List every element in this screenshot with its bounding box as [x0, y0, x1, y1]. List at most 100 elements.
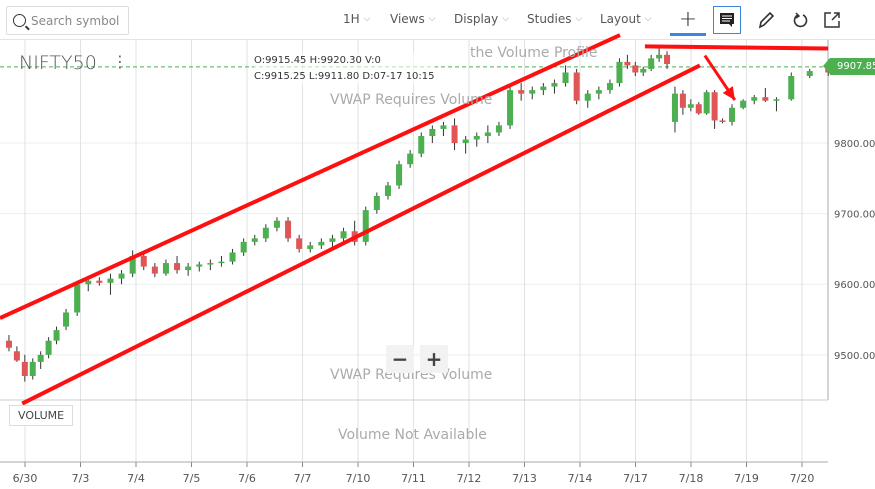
candle-body: [624, 61, 631, 66]
candle-body: [296, 238, 303, 249]
x-tick-label: 7/10: [346, 472, 371, 485]
x-tick-label: 7/6: [238, 472, 256, 485]
candle-body: [53, 330, 60, 341]
y-tick-label: 9500.00: [834, 351, 875, 362]
candle-body: [273, 220, 280, 228]
search-box[interactable]: [6, 6, 129, 35]
trendline-drawing: [21, 63, 701, 406]
candle-body: [118, 273, 125, 279]
date-value: D:07-17 10:15: [362, 71, 435, 82]
candle-body: [140, 256, 147, 267]
candle-body: [762, 97, 769, 101]
candle-body: [648, 58, 655, 69]
chevron-down-icon: ⌵: [428, 14, 436, 24]
candle-body: [806, 71, 813, 76]
candle-body: [473, 136, 480, 140]
search-input[interactable]: [31, 13, 123, 28]
pencil-icon: [758, 11, 775, 29]
share-button[interactable]: [818, 6, 846, 34]
display-menu[interactable]: Display ⌵: [454, 12, 509, 26]
share-icon: [824, 12, 840, 28]
candle-body: [362, 210, 369, 242]
candle-body: [551, 83, 558, 87]
interval-menu[interactable]: 1H ⌵: [343, 12, 371, 26]
candle-body: [396, 164, 403, 186]
chevron-down-icon: ⌵: [363, 14, 371, 24]
candle-body: [495, 125, 502, 133]
candle-body: [13, 351, 20, 361]
candle-body: [318, 241, 325, 246]
volume-panel-label[interactable]: VOLUME: [9, 405, 74, 426]
x-tick-label: 7/3: [72, 472, 90, 485]
symbol-name: NIFTY50: [19, 52, 97, 74]
candle-body: [562, 72, 569, 84]
candle-body: [616, 61, 623, 84]
chevron-down-icon: ⌵: [644, 14, 652, 24]
candle-body: [484, 132, 491, 136]
candle-body: [251, 238, 258, 242]
comment-button[interactable]: [713, 6, 741, 34]
candle-body: [285, 220, 292, 239]
layout-menu[interactable]: Layout ⌵: [600, 12, 652, 26]
candle-body: [45, 340, 52, 355]
candle-body: [462, 139, 469, 144]
symbol-menu-icon[interactable]: ⋮: [112, 52, 128, 71]
studies-menu[interactable]: Studies ⌵: [527, 12, 582, 26]
candle-body: [107, 278, 114, 283]
candle-body: [773, 99, 780, 101]
zoom-out-button[interactable]: −: [386, 345, 414, 373]
candle-body: [632, 65, 639, 73]
candle-body: [307, 245, 314, 249]
candle-body: [262, 227, 269, 239]
candle-body: [703, 92, 710, 114]
candle-body: [37, 354, 44, 362]
views-label: Views: [390, 12, 425, 26]
draw-button[interactable]: [752, 6, 780, 34]
high-value: H:9920.30: [309, 55, 362, 66]
candle-body: [218, 261, 225, 264]
vwap-message-lower: VWAP Requires Volume: [330, 367, 493, 383]
volume-value: V:0: [365, 55, 381, 66]
crosshair-button[interactable]: +: [670, 6, 706, 36]
x-tick-label: 7/5: [183, 472, 201, 485]
candle-body: [440, 125, 447, 129]
candle-body: [162, 263, 169, 274]
candle-body: [340, 231, 347, 239]
candle-body: [695, 104, 702, 114]
candle-body: [451, 125, 458, 144]
undo-button[interactable]: [786, 6, 814, 34]
candle-body: [21, 361, 28, 376]
candle-body: [240, 241, 247, 253]
candle-body: [207, 263, 214, 265]
candle-body: [573, 72, 580, 101]
interval-label: 1H: [343, 12, 360, 26]
candle-body: [185, 266, 192, 271]
candle-body: [711, 92, 718, 121]
candle-body: [96, 280, 103, 283]
y-tick-label: 9700.00: [834, 210, 875, 221]
views-menu[interactable]: Views ⌵: [390, 12, 436, 26]
display-label: Display: [454, 12, 499, 26]
candle-body: [418, 136, 425, 154]
zoom-controls: − +: [386, 345, 448, 373]
candle-body: [174, 263, 181, 271]
candle-body: [729, 107, 736, 122]
ohlc-legend: O:9915.45 H:9920.30 V:0 C:9915.25 L:9911…: [254, 53, 435, 85]
layout-label: Layout: [600, 12, 641, 26]
low-value: L:9911.80: [308, 71, 360, 82]
candle-body: [29, 361, 36, 376]
candle-body: [606, 83, 613, 91]
arrow-head: [722, 86, 735, 100]
candle-body: [640, 68, 647, 73]
zoom-in-button[interactable]: +: [420, 345, 448, 373]
x-tick-label: 7/19: [734, 472, 759, 485]
candle-body: [671, 93, 678, 122]
candle-body: [129, 256, 136, 274]
x-tick-label: 7/4: [127, 472, 145, 485]
current-price-tag: 9907.85: [823, 58, 875, 75]
close-value: C:9915.25: [254, 71, 306, 82]
candle-body: [788, 76, 795, 100]
x-tick-label: 7/20: [790, 472, 815, 485]
candle-body: [329, 238, 336, 242]
